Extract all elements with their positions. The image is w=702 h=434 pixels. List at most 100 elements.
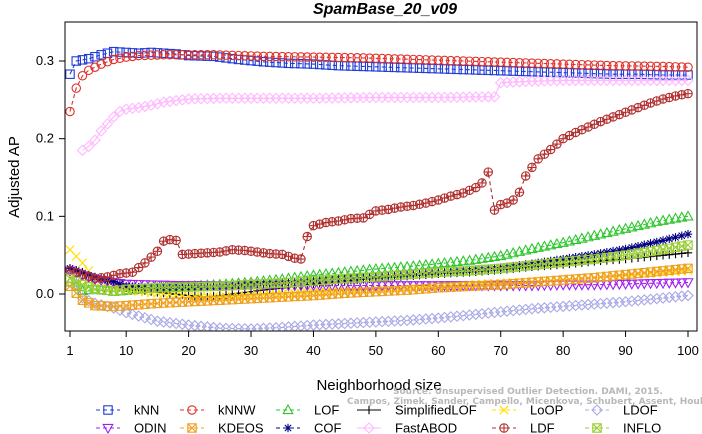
data-point-ldof (669, 291, 682, 303)
data-point-ldof (101, 300, 114, 313)
data-point-loop (77, 258, 88, 268)
legend-label: LDOF (623, 403, 658, 418)
data-point-ldf (427, 196, 437, 207)
data-point-cof (558, 254, 568, 264)
data-point-lof (582, 231, 594, 242)
legend-label: COF (314, 421, 342, 434)
legend-swatch-marker (591, 404, 603, 416)
data-point-knnw (414, 54, 425, 65)
data-point-knn (83, 53, 94, 64)
data-point-lof (632, 219, 644, 231)
series-line-ldf (69, 93, 689, 280)
data-point-knn (90, 51, 100, 62)
legend-swatch-marker (102, 423, 114, 434)
data-point-knnw (252, 51, 263, 61)
data-point-ldf (377, 205, 387, 215)
data-point-fastabod (126, 102, 139, 115)
data-point-lof (432, 257, 445, 268)
data-point-ldof (139, 311, 151, 324)
data-point-odin (657, 278, 669, 290)
data-point-knnw (358, 53, 369, 63)
data-point-cof (134, 282, 143, 292)
data-point-lof (482, 251, 494, 262)
data-point-ldf (495, 199, 506, 210)
data-point-knnw (377, 53, 387, 64)
data-point-cof (540, 257, 549, 267)
y-tick-label: 0.1 (36, 208, 54, 223)
data-point-odin (370, 281, 382, 292)
data-point-ldf (402, 201, 412, 211)
data-point-ldof (594, 297, 607, 310)
data-point-knnw (83, 65, 94, 76)
data-point-fastabod (107, 111, 120, 123)
series-fastabod (76, 74, 694, 157)
data-point-knnw (471, 56, 481, 67)
data-point-knnw (146, 50, 156, 60)
data-point-knn (283, 58, 294, 69)
data-point-ldof (107, 302, 120, 314)
data-point-ldf (302, 231, 312, 242)
legend-label: INFLO (623, 421, 661, 434)
data-point-ldof (626, 295, 638, 307)
data-point-ldof (532, 302, 544, 315)
data-point-lof (588, 229, 601, 240)
data-point-ldf (308, 220, 319, 231)
data-point-lof (494, 249, 507, 261)
data-point-ldf (677, 90, 687, 100)
legend-item-kdeos: KDEOS (180, 421, 264, 434)
data-point-knnw (452, 56, 462, 66)
data-point-knnw (108, 54, 119, 65)
legend-label: LOF (314, 403, 339, 418)
x-tick-label: 30 (244, 343, 258, 358)
data-point-ldof (494, 306, 507, 318)
data-point-knnw (314, 52, 325, 62)
data-point-cof (552, 255, 562, 265)
data-point-ldf (489, 205, 500, 215)
data-point-lof (526, 242, 538, 254)
data-point-knnw (140, 50, 150, 61)
data-point-odin (569, 280, 582, 291)
data-point-ldof (282, 321, 295, 331)
x-tick-label: 20 (181, 343, 195, 358)
data-point-knnw (127, 51, 138, 62)
legend-label: LoOP (530, 403, 563, 418)
data-point-cof (509, 261, 518, 271)
data-point-knnw (90, 62, 100, 72)
data-point-ldf (471, 182, 481, 193)
data-point-odin (626, 279, 638, 290)
data-point-fastabod (488, 90, 501, 103)
data-point-ldf (520, 171, 531, 181)
data-point-lof (619, 222, 632, 233)
data-point-knnw (165, 50, 175, 60)
data-point-ldof (288, 320, 301, 331)
data-point-ldof (638, 294, 651, 306)
data-point-ldf (215, 247, 225, 257)
data-point-knnw (608, 60, 618, 71)
data-point-cof (640, 240, 649, 249)
data-point-knn (314, 59, 325, 70)
data-point-odin (607, 280, 619, 291)
legend-swatch-marker (187, 405, 197, 415)
data-point-knnw (396, 54, 406, 64)
legend-swatch-marker (103, 405, 113, 415)
data-point-knnw (408, 54, 419, 65)
data-point-lof (644, 217, 657, 228)
data-point-ldf (383, 204, 394, 215)
data-point-ldof (451, 310, 463, 322)
data-point-knnw (527, 58, 537, 68)
data-point-fastabod (145, 99, 157, 112)
data-point-cof (533, 258, 543, 267)
data-point-knnw (296, 52, 306, 62)
data-point-knnw (502, 57, 512, 68)
data-point-ldof (557, 300, 569, 313)
data-point-knn (258, 57, 269, 67)
data-point-knnw (77, 71, 88, 81)
data-point-ldof (682, 289, 694, 302)
data-point-lof (507, 247, 519, 258)
data-point-knnw (321, 52, 331, 63)
data-point-lof (663, 213, 676, 224)
data-point-knnw (221, 50, 231, 60)
data-point-odin (632, 279, 644, 290)
data-point-ldf (221, 246, 231, 256)
data-point-ldof (651, 292, 663, 305)
